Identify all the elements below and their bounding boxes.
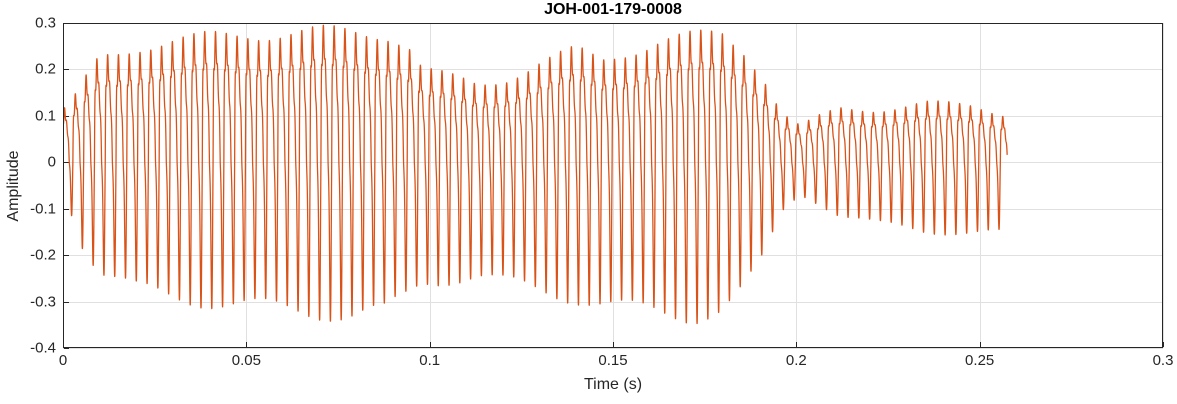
y-tick-label: -0.2 <box>30 246 56 264</box>
x-tick-label: 0.2 <box>785 352 807 369</box>
x-tick-label: 0.3 <box>1152 352 1174 369</box>
y-tick-label: 0.2 <box>35 60 56 78</box>
y-tick-label: -0.4 <box>30 339 56 357</box>
x-axis-label: Time (s) <box>583 376 643 393</box>
y-tick-label: 0.1 <box>35 107 56 125</box>
y-tick-label: -0.3 <box>30 293 56 311</box>
x-tick-label: 0.05 <box>231 352 261 369</box>
chart-title: JOH-001-179-0008 <box>544 1 682 18</box>
y-tick-label: 0 <box>47 153 56 171</box>
x-tick-label: 0 <box>58 352 68 369</box>
y-axis-label: Amplitude <box>5 150 22 222</box>
y-tick-label: 0.3 <box>35 14 56 32</box>
y-tick-label: -0.1 <box>30 200 56 218</box>
x-tick-label: 0.25 <box>965 352 995 369</box>
x-tick-label: 0.1 <box>419 352 441 369</box>
x-tick-label: 0.15 <box>598 352 628 369</box>
